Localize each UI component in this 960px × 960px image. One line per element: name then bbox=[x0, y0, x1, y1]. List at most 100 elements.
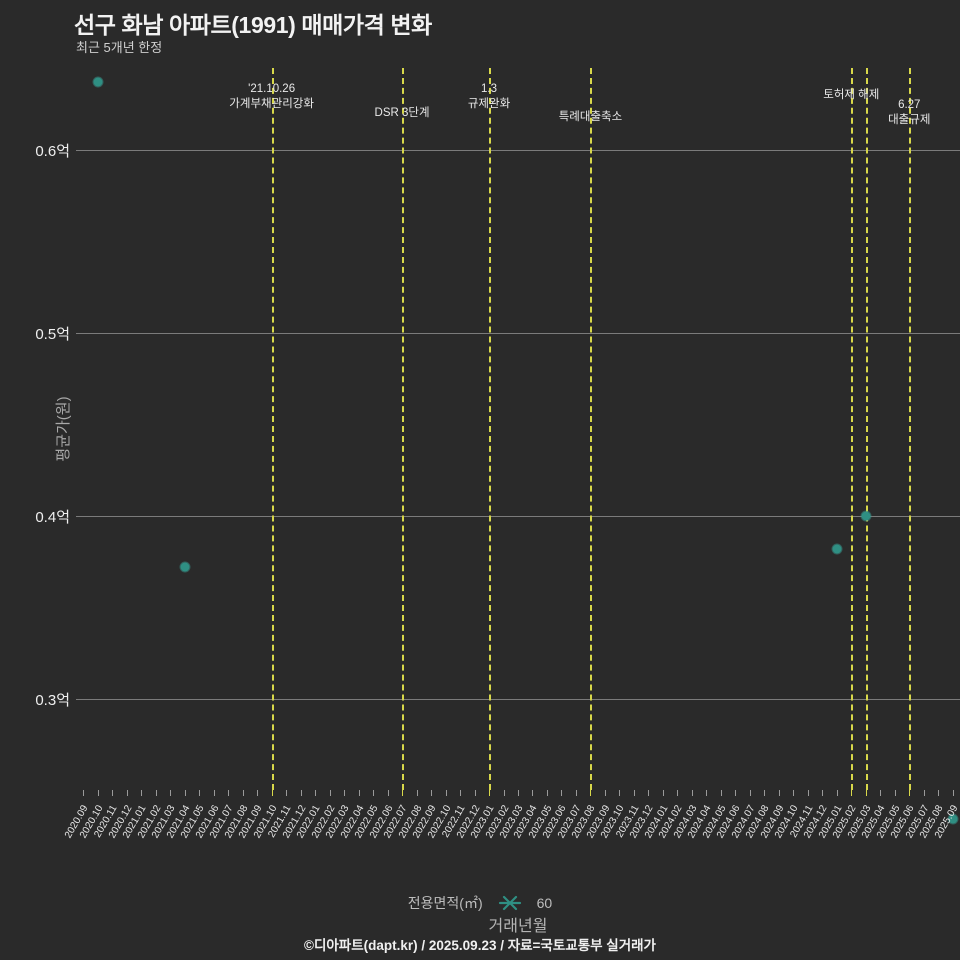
x-axis-tick bbox=[909, 790, 911, 796]
x-axis-tick bbox=[604, 790, 606, 796]
gridline bbox=[76, 150, 960, 152]
legend: 전용면적(㎡) 60 bbox=[0, 893, 960, 913]
x-axis-tick bbox=[387, 790, 389, 796]
x-axis-tick bbox=[141, 790, 143, 796]
x-axis-tick bbox=[822, 790, 824, 796]
x-axis-tick bbox=[749, 790, 751, 796]
x-axis-tick bbox=[633, 790, 635, 796]
x-axis-tick bbox=[677, 790, 679, 796]
event-label-line2: 특례대출축소 bbox=[558, 111, 623, 123]
event-label-line1: '21.10.26 bbox=[248, 83, 296, 95]
x-axis-tick bbox=[271, 790, 273, 796]
plot-area: 평균가(원) 0.6억 0.5억 0.4억 0.3억 '21.10.26 가계부채관리강… bbox=[35, 68, 960, 935]
x-axis-tick bbox=[648, 790, 650, 796]
event-line bbox=[865, 68, 868, 790]
x-axis-tick bbox=[112, 790, 114, 796]
chart-subtitle: 최근 5개년 한정 bbox=[76, 40, 163, 55]
event-label: 토허제 해제 bbox=[823, 88, 879, 103]
x-axis-tick bbox=[213, 790, 215, 796]
x-axis-tick bbox=[836, 790, 838, 796]
event-line bbox=[271, 68, 274, 790]
x-axis-tick bbox=[474, 790, 476, 796]
x-axis-tick bbox=[300, 790, 302, 796]
event-label-line2: 토허제 해제 bbox=[823, 89, 880, 101]
y-axis-tick-label: 0.5억 bbox=[35, 326, 70, 344]
x-axis-tick bbox=[199, 790, 201, 796]
event-line bbox=[590, 68, 593, 790]
y-axis-tick-label: 0.4억 bbox=[35, 508, 70, 526]
x-axis-tick bbox=[445, 790, 447, 796]
x-axis-tick bbox=[720, 790, 722, 796]
event-label-line2: 대출규제 bbox=[888, 114, 931, 126]
x-axis-tick bbox=[184, 790, 186, 796]
x-axis-tick bbox=[416, 790, 418, 796]
event-line bbox=[909, 68, 912, 790]
x-axis-tick bbox=[257, 790, 259, 796]
x-axis-tick bbox=[590, 790, 592, 796]
legend-title: 전용면적(㎡) bbox=[407, 895, 483, 911]
x-axis-tick bbox=[880, 790, 882, 796]
event-label: DSR 3단계 bbox=[375, 106, 430, 121]
x-axis-tick bbox=[532, 790, 534, 796]
gridline bbox=[76, 698, 960, 700]
x-axis-tick bbox=[778, 790, 780, 796]
x-axis-tick bbox=[851, 790, 853, 796]
gridline bbox=[76, 515, 960, 517]
y-axis-title: 평균가(원) bbox=[55, 396, 73, 462]
data-point[interactable] bbox=[180, 562, 190, 572]
gridline bbox=[76, 333, 960, 335]
x-axis-tick bbox=[662, 790, 664, 796]
footer-credit: ©디아파트(dapt.kr) / 2025.09.23 / 자료=국토교통부 실… bbox=[304, 938, 656, 953]
x-axis-tick bbox=[155, 790, 157, 796]
x-axis-tick bbox=[170, 790, 172, 796]
event-label: 6.27 대출규제 bbox=[888, 98, 930, 128]
x-axis-tick bbox=[460, 790, 462, 796]
x-axis-tick bbox=[619, 790, 621, 796]
x-axis-tick bbox=[807, 790, 809, 796]
event-label: 1.3 규제완화 bbox=[468, 82, 510, 112]
x-axis-tick bbox=[691, 790, 693, 796]
x-axis-tick bbox=[126, 790, 128, 796]
event-line bbox=[489, 68, 492, 790]
x-axis-tick bbox=[489, 790, 491, 796]
data-point[interactable] bbox=[861, 511, 871, 521]
x-axis-tick bbox=[546, 790, 548, 796]
data-point[interactable] bbox=[93, 77, 103, 87]
event-label: 특례대출축소 bbox=[559, 110, 622, 125]
event-label: '21.10.26 가계부채관리강화 bbox=[229, 82, 314, 112]
x-axis-tick bbox=[865, 790, 867, 796]
event-line bbox=[851, 68, 854, 790]
event-label-line1: 6.27 bbox=[898, 99, 921, 111]
x-axis-title: 거래년월 bbox=[488, 918, 548, 935]
x-axis-tick bbox=[242, 790, 244, 796]
x-axis-tick bbox=[228, 790, 230, 796]
event-label-line2: 규제완화 bbox=[467, 98, 511, 110]
x-axis-tick bbox=[315, 790, 317, 796]
y-axis-tick-label: 0.6억 bbox=[35, 143, 70, 161]
x-axis-tick bbox=[83, 790, 85, 796]
x-axis-tick bbox=[329, 790, 331, 796]
legend-value: 60 bbox=[536, 895, 553, 911]
x-axis-tick bbox=[344, 790, 346, 796]
x-axis-tick bbox=[764, 790, 766, 796]
x-axis-tick bbox=[518, 790, 519, 796]
data-point[interactable] bbox=[948, 814, 958, 824]
event-label-line2: 가계부채관리강화 bbox=[229, 98, 314, 110]
x-axis-tick bbox=[952, 790, 954, 796]
page-title: 선구 화남 아파트(1991) 매매가격 변화 bbox=[74, 12, 432, 38]
x-axis-tick bbox=[431, 790, 433, 796]
x-axis-tick bbox=[402, 790, 404, 796]
x-axis-tick bbox=[561, 790, 563, 796]
x-axis-tick bbox=[735, 790, 737, 796]
x-axis-tick bbox=[286, 790, 288, 796]
data-point[interactable] bbox=[832, 544, 842, 554]
star-marker-icon bbox=[497, 895, 523, 911]
event-line bbox=[402, 68, 405, 790]
y-axis-tick-label: 0.3억 bbox=[35, 691, 70, 709]
x-axis-tick bbox=[706, 790, 708, 796]
event-label-line1: 1.3 bbox=[481, 83, 498, 95]
x-axis-tick bbox=[373, 790, 375, 796]
event-label-line2: DSR 3단계 bbox=[374, 107, 430, 119]
x-axis-tick bbox=[97, 790, 99, 796]
